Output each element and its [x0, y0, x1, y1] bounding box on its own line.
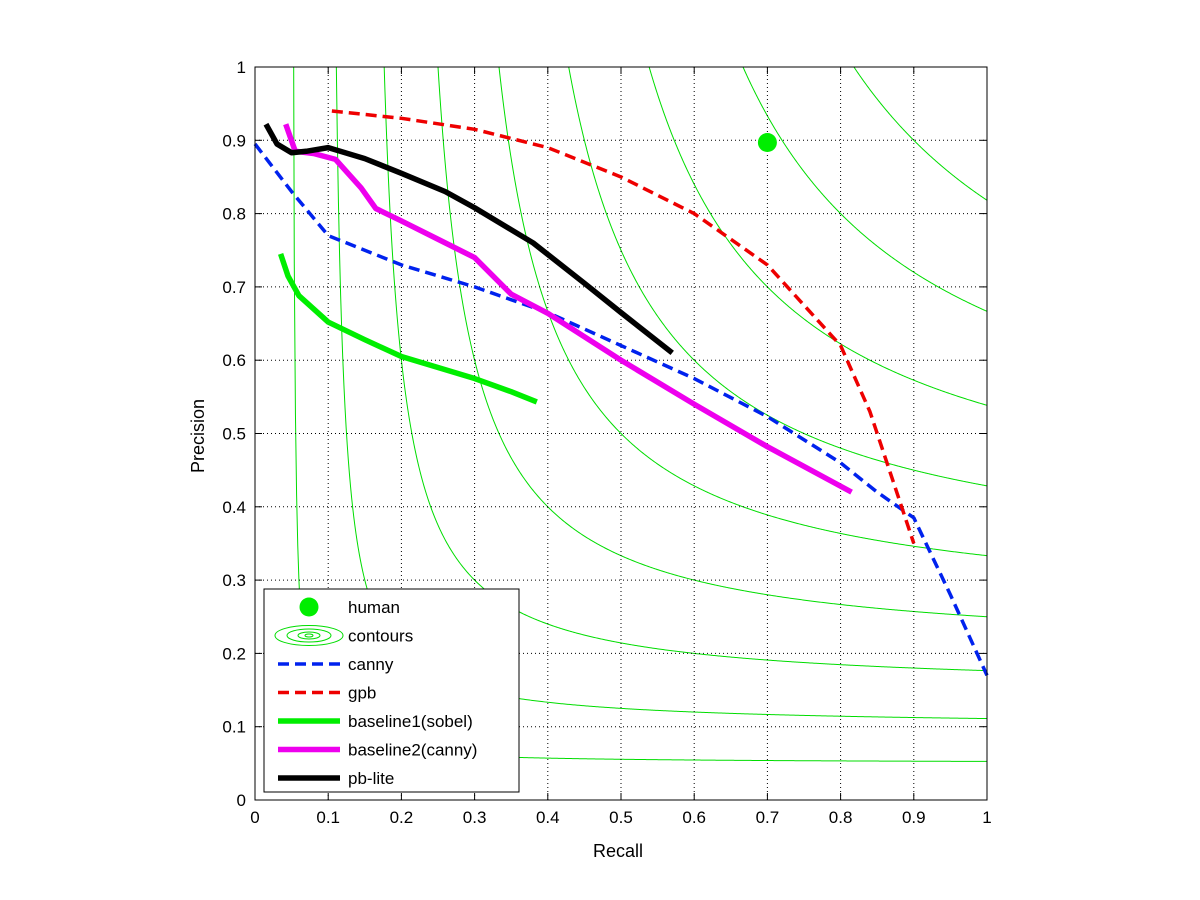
human-point [757, 132, 777, 152]
series-line-baseline1-sobel- [278, 253, 538, 405]
series-lines [253, 109, 989, 677]
x-tick-label: 0.1 [316, 808, 340, 827]
x-tick-label: 0.4 [536, 808, 560, 827]
series-line-pb-lite [263, 122, 674, 356]
y-tick-label: 0.7 [222, 278, 246, 297]
contour-line [568, 67, 987, 487]
contour-line [498, 67, 987, 557]
legend-symbol-contours [297, 631, 321, 640]
legend-label: canny [348, 655, 394, 674]
legend-symbol-contours [304, 633, 314, 638]
x-tick-label: 0.8 [829, 808, 853, 827]
contour-line [742, 67, 987, 312]
x-tick-label: 0.2 [390, 808, 414, 827]
legend-label: contours [348, 627, 413, 646]
legend-label: baseline1(sobel) [348, 712, 473, 731]
legend-label: gpb [348, 684, 376, 703]
series-line-gpb [331, 109, 916, 545]
human-point-layer [757, 132, 777, 152]
y-tick-label: 0.5 [222, 425, 246, 444]
x-tick-label: 0 [250, 808, 259, 827]
contour-line [383, 67, 987, 672]
legend-symbol-contours [274, 625, 344, 646]
y-tick-label: 0.1 [222, 718, 246, 737]
x-tick-label: 0.5 [609, 808, 633, 827]
legend: human contours canny gpb baseline1(sobel) bas… [263, 588, 520, 793]
y-tick-label: 0.9 [222, 131, 246, 150]
contour-line [648, 67, 987, 406]
x-tick-label: 0.3 [463, 808, 487, 827]
legend-label: human [348, 598, 400, 617]
legend-symbol-contours [286, 628, 332, 643]
y-tick-label: 0.4 [222, 498, 246, 517]
x-tick-label: 0.9 [902, 808, 926, 827]
x-axis-label: Recall [593, 841, 643, 861]
legend-label: pb-lite [348, 769, 394, 788]
legend-box [263, 588, 520, 793]
legend-label: baseline2(canny) [348, 741, 477, 760]
x-tick-label: 0.7 [756, 808, 780, 827]
y-axis-label: Precision [188, 399, 208, 473]
contour-line [853, 67, 987, 201]
y-tick-label: 0.6 [222, 351, 246, 370]
y-tick-label: 0.8 [222, 205, 246, 224]
axis-ticks: 0 0.1 0.2 0.3 0.4 0.5 0.6 0.7 0.8 0.9 1 0 0.1 0.2 0.3 0… [222, 58, 991, 827]
y-tick-label: 0.3 [222, 571, 246, 590]
x-tick-label: 1 [982, 808, 991, 827]
contour-line [437, 67, 987, 618]
y-tick-label: 0.2 [222, 644, 246, 663]
series-line-baseline2-canny- [283, 123, 853, 495]
legend-symbol-human [299, 597, 319, 617]
y-tick-label: 0 [237, 791, 246, 810]
y-tick-label: 1 [237, 58, 246, 77]
x-tick-label: 0.6 [682, 808, 706, 827]
